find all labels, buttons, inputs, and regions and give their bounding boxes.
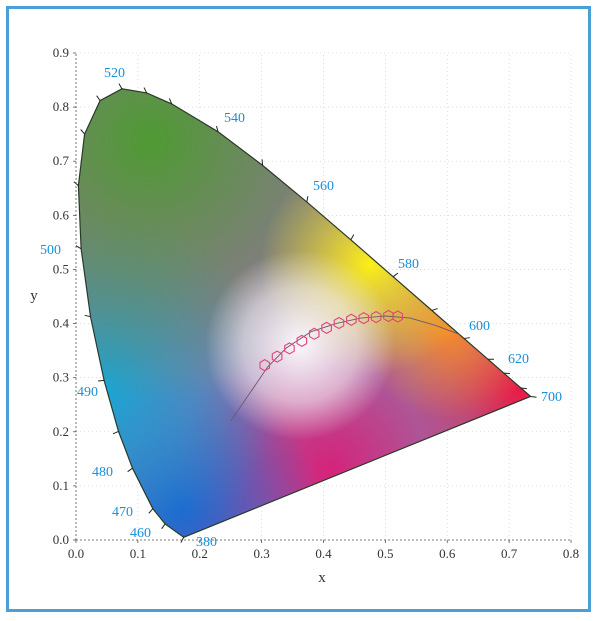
wavelength-label-600: 600	[469, 319, 490, 334]
wavelength-label-480: 480	[92, 465, 113, 480]
x-tick-label: 0.6	[439, 546, 456, 561]
spectral-locus	[77, 88, 532, 538]
wavelength-tick	[261, 159, 264, 166]
data-point-marker	[358, 311, 370, 325]
x-tick-label: 0.5	[377, 546, 393, 561]
wavelength-tick	[75, 245, 82, 250]
wavelength-tick	[148, 508, 154, 514]
wavelength-tick	[161, 523, 166, 530]
wavelength-label-490: 490	[77, 385, 98, 400]
data-point-marker	[284, 342, 295, 355]
x-tick-label: 0.8	[563, 546, 579, 561]
x-tick-label: 0.4	[315, 546, 332, 561]
data-point-marker	[333, 316, 345, 330]
wavelength-tick	[530, 395, 537, 398]
wavelength-tick	[98, 379, 105, 382]
axes: 0.0 0.1 0.2 0.3 0.4 0.5 0.6 0.7 0.8 0.0 0.1 0.2 0.3 0…	[53, 45, 579, 561]
wavelength-label-460: 460	[130, 526, 151, 541]
data-point-marker	[346, 313, 357, 326]
x-tick-label: 0.2	[192, 546, 208, 561]
data-point-marker	[370, 310, 382, 324]
wavelength-label-560: 560	[313, 179, 334, 194]
x-tick-label: 0.1	[130, 546, 146, 561]
x-tick-label: 0.0	[68, 546, 84, 561]
wavelength-label-700: 700	[541, 390, 562, 405]
y-tick-label: 0.8	[53, 99, 69, 114]
y-tick-label: 0.5	[53, 261, 69, 276]
wavelength-tick	[306, 196, 309, 203]
planckian-locus	[230, 315, 460, 422]
x-axis-title: x	[318, 570, 326, 586]
wavelength-tick	[84, 314, 91, 318]
y-axis-title: y	[30, 288, 38, 304]
wavelength-label-500: 500	[40, 243, 61, 258]
data-point-marker	[392, 310, 404, 323]
data-point-marker	[296, 334, 308, 348]
y-tick-label: 0.1	[53, 478, 69, 493]
wavelength-tick	[80, 129, 85, 135]
y-tick-label: 0.9	[53, 45, 69, 60]
wavelength-tick	[127, 467, 133, 473]
wavelength-label-620: 620	[508, 352, 529, 367]
data-point-marker	[321, 321, 332, 335]
wavelength-label-540: 540	[224, 111, 245, 126]
y-tick-label: 0.2	[53, 424, 69, 439]
wavelength-tick	[112, 430, 119, 435]
wavelength-tick	[520, 387, 527, 390]
wavelength-tick	[96, 95, 101, 101]
y-tick-label: 0.3	[53, 370, 69, 385]
wavelength-tick	[350, 234, 355, 241]
wavelength-label-520: 520	[104, 66, 125, 81]
y-tick-label: 0.6	[53, 207, 70, 222]
x-tick-label: 0.7	[501, 546, 518, 561]
y-tick-label: 0.4	[53, 316, 70, 331]
y-tick-label: 0.0	[53, 532, 69, 547]
y-tick-label: 0.7	[53, 153, 70, 168]
wavelength-tick	[216, 125, 219, 132]
wavelength-tick	[463, 337, 470, 339]
data-point-marker	[271, 350, 283, 363]
data-point-marker	[259, 359, 271, 372]
data-point-marker	[308, 327, 320, 340]
wavelength-tick	[168, 98, 173, 105]
wavelength-tick	[180, 537, 185, 543]
wavelength-tick	[118, 83, 123, 90]
wavelength-tick	[143, 87, 148, 94]
wavelength-label-380: 380	[196, 535, 217, 550]
wavelength-label-580: 580	[398, 257, 419, 272]
wavelength-label-470: 470	[112, 505, 133, 520]
x-tick-label: 0.3	[254, 546, 270, 561]
wavelength-tick	[431, 308, 438, 311]
gamut-fill	[78, 88, 531, 538]
wavelength-tick	[392, 272, 399, 278]
